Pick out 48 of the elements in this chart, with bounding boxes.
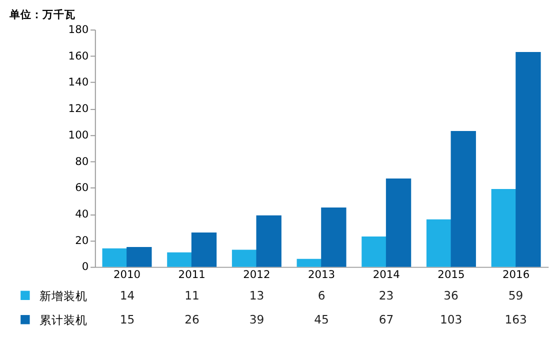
bar	[450, 131, 476, 267]
x-tick-label: 2012	[243, 268, 270, 281]
x-tick-label: 2013	[308, 268, 336, 281]
text: 单位：万千瓦	[8, 8, 76, 21]
data-label: 45	[314, 312, 329, 326]
bar	[321, 208, 346, 267]
data-label: 36	[444, 288, 458, 302]
bar	[426, 219, 452, 267]
data-label: 23	[378, 288, 394, 302]
y-tick-label: 40	[75, 207, 89, 220]
x-tick-label: 2016	[502, 268, 530, 281]
data-label: 103	[440, 312, 462, 326]
bar	[386, 178, 412, 267]
data-label: 6	[318, 288, 326, 302]
bar	[102, 248, 128, 267]
data-label: 14	[120, 288, 135, 302]
x-tick-label: 2014	[372, 268, 400, 281]
y-tick-label: 0	[82, 260, 89, 274]
legend-label: 累计装机	[40, 312, 88, 327]
y-tick-label: 160	[68, 49, 89, 62]
y-tick-label: 20	[75, 234, 89, 247]
data-label: 163	[504, 312, 527, 326]
data-label: 59	[508, 288, 524, 302]
bar	[296, 258, 322, 267]
y-tick-label: 80	[75, 154, 89, 168]
bar	[126, 247, 152, 267]
y-tick-label: 180	[68, 22, 89, 36]
data-label: 15	[120, 312, 135, 326]
data-label: 13	[249, 288, 264, 302]
x-tick-label: 2010	[113, 268, 141, 281]
data-label: 39	[249, 312, 264, 326]
data-label: 67	[378, 312, 394, 326]
x-tick-label: 2011	[178, 268, 206, 281]
data-label: 26	[184, 312, 200, 326]
legend-label: 新增装机	[40, 288, 88, 303]
bar	[191, 232, 217, 267]
data-label: 11	[184, 288, 200, 302]
bar	[232, 250, 258, 267]
y-tick-label: 120	[68, 102, 89, 116]
y-tick-label: 140	[68, 76, 89, 89]
x-tick-label: 2015	[438, 268, 465, 281]
bar	[362, 236, 387, 267]
bar	[167, 252, 192, 267]
y-tick-label: 100	[68, 128, 89, 142]
y-tick-label: 60	[75, 181, 89, 194]
bar	[256, 215, 282, 267]
bar	[516, 52, 541, 267]
bar	[491, 189, 516, 267]
